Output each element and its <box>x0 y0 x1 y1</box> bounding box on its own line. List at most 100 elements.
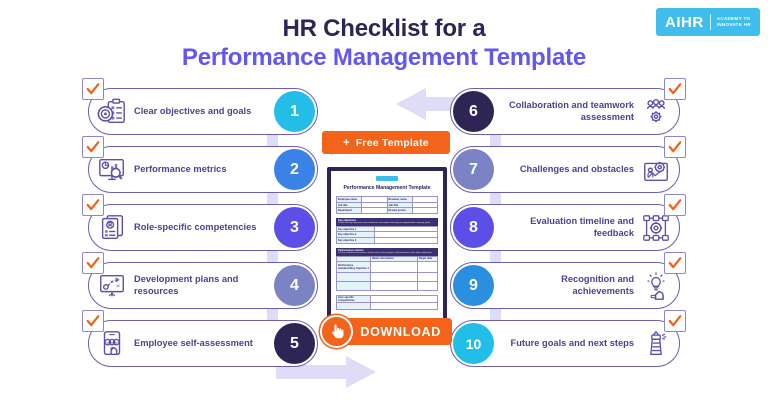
checkbox-checked[interactable] <box>82 194 104 216</box>
connector-bar <box>267 304 278 326</box>
download-cursor-badge[interactable] <box>320 315 353 348</box>
connector-bar <box>490 188 501 210</box>
document-section-header: Key objectives Define the key objectives… <box>336 217 438 226</box>
check-icon <box>86 315 100 327</box>
step-number-badge: 10 <box>453 323 494 364</box>
list-item[interactable]: 10 Future goals and next steps <box>450 310 686 367</box>
step-number-badge: 9 <box>453 265 494 306</box>
list-item[interactable]: Employee self-assessment 5 <box>82 310 318 367</box>
checklist-label: Evaluation timeline and feedback <box>530 215 634 238</box>
checklist-card[interactable]: Employee self-assessment 5 <box>88 320 318 367</box>
checklist-label: Performance metrics <box>134 163 227 174</box>
svg-text:×: × <box>116 283 121 289</box>
document-section-header: Performance metrics List the considered … <box>336 247 438 256</box>
check-icon <box>668 257 682 269</box>
document-logo-badge <box>376 176 398 181</box>
click-hand-icon <box>332 324 344 339</box>
svg-text:×: × <box>110 279 115 285</box>
list-item[interactable]: 8 Evaluation timeline and feedback <box>450 194 686 268</box>
step-number-badge: 4 <box>274 265 315 306</box>
whiteboard-path-icon: × × <box>95 269 129 303</box>
arrow-right-icon <box>276 356 376 388</box>
document-meta-table: Employee name Reviewer name Job title Job … <box>335 196 439 214</box>
checklist-card[interactable]: 6 Collaboration and teamwork assessment <box>450 88 680 135</box>
checkbox-checked[interactable] <box>664 78 686 100</box>
row-label: Core specific competencies <box>335 295 372 304</box>
connector-bar <box>267 246 278 268</box>
checkbox-checked[interactable] <box>664 136 686 158</box>
check-icon <box>668 83 682 95</box>
row-label <box>335 272 372 283</box>
step-number-badge: 3 <box>274 207 315 248</box>
list-item[interactable]: Role-specific competencies 3 <box>82 194 318 268</box>
lighthouse-icon <box>639 327 673 361</box>
checklist-label: Recognition and achievements <box>561 273 634 296</box>
checkbox-checked[interactable] <box>664 310 686 332</box>
checkbox-checked[interactable] <box>664 252 686 274</box>
checklist-card[interactable]: Performance metrics 2 <box>88 146 318 193</box>
meta-value <box>361 207 388 214</box>
checklist-label: Development plans and resources <box>134 273 239 296</box>
list-item[interactable]: Performance metrics 2 <box>82 136 318 210</box>
checkbox-checked[interactable] <box>82 78 104 100</box>
check-icon <box>86 257 100 269</box>
meta-key: Review period <box>386 207 413 214</box>
document-title: Performance Management Template <box>343 185 431 191</box>
check-icon <box>668 199 682 211</box>
arrow-left-icon <box>396 88 496 120</box>
row-value <box>416 281 439 292</box>
connector-bar <box>490 304 501 326</box>
row-label: Key objective 3 <box>335 237 376 244</box>
checkbox-checked[interactable] <box>82 252 104 274</box>
document-competencies-table: Core specific competencies <box>335 295 438 311</box>
document-page: Performance Management Template Employee… <box>331 171 443 335</box>
row-value <box>416 272 439 283</box>
meta-value <box>411 207 439 214</box>
checklist-column-right: 6 Collaboration and teamwork assessment <box>450 78 686 378</box>
check-icon <box>86 199 100 211</box>
checklist-label: Role-specific competencies <box>134 221 257 232</box>
list-item[interactable]: 7 Challenges and obstacles <box>450 136 686 210</box>
hurdle-gear-icon <box>639 153 673 187</box>
connector-bar <box>267 188 278 210</box>
document-objectives-table: Key objective 1 Key objective 2 Key obje… <box>335 225 438 244</box>
list-item[interactable]: 6 Collaboration and teamwork assessment <box>450 78 686 152</box>
row-value <box>374 237 438 244</box>
checklist-card[interactable]: 8 Evaluation timeline and feedback <box>450 204 680 251</box>
flowchart-gear-icon <box>639 211 673 245</box>
checkbox-checked[interactable] <box>82 310 104 332</box>
check-icon <box>86 83 100 95</box>
template-document-preview[interactable]: Performance Management Template Employee… <box>327 167 447 339</box>
checkbox-checked[interactable] <box>664 194 686 216</box>
connector-bar <box>490 246 501 268</box>
list-item[interactable]: × × Development plans and resources 4 <box>82 252 318 326</box>
checkbox-checked[interactable] <box>82 136 104 158</box>
checklist-card[interactable]: × × Development plans and resources 4 <box>88 262 318 309</box>
checklist-label: Future goals and next steps <box>510 337 634 348</box>
logo-tagline-line1: ACADEMY TO <box>716 15 751 21</box>
checklist-label: Challenges and obstacles <box>519 163 634 174</box>
checklist-card[interactable]: 10 Future goals and next steps <box>450 320 680 367</box>
row-value <box>370 295 438 304</box>
step-number-badge: 8 <box>453 207 494 248</box>
row-label <box>335 302 372 311</box>
checklist-card[interactable]: Clear objectives and goals 1 <box>88 88 318 135</box>
section-title: Performance metrics <box>338 248 364 252</box>
logo-wordmark: AIHR <box>665 13 704 31</box>
meta-key: Department <box>335 207 363 214</box>
checklist-card[interactable]: 7 Challenges and obstacles <box>450 146 680 193</box>
trophy-idea-icon <box>639 269 673 303</box>
row-label <box>335 281 372 292</box>
checklist-label: Employee self-assessment <box>134 337 253 348</box>
aihr-logo: AIHR ACADEMY TO INNOVATE HR <box>656 8 760 36</box>
section-subtitle: List the considered measures used to ass… <box>338 251 433 254</box>
clipboard-target-icon <box>95 95 129 129</box>
list-item[interactable]: 9 Recognition and achievements <box>450 252 686 326</box>
free-template-button[interactable]: + Free Template <box>322 131 450 154</box>
download-label-pill[interactable]: DOWNLOAD <box>344 318 452 345</box>
step-number-badge: 2 <box>274 149 315 190</box>
checklist-card[interactable]: 9 Recognition and achievements <box>450 262 680 309</box>
checklist-card[interactable]: Role-specific competencies 3 <box>88 204 318 251</box>
list-item[interactable]: Clear objectives and goals 1 <box>82 78 318 152</box>
logo-tagline-line2: INNOVATE HR <box>716 22 751 27</box>
